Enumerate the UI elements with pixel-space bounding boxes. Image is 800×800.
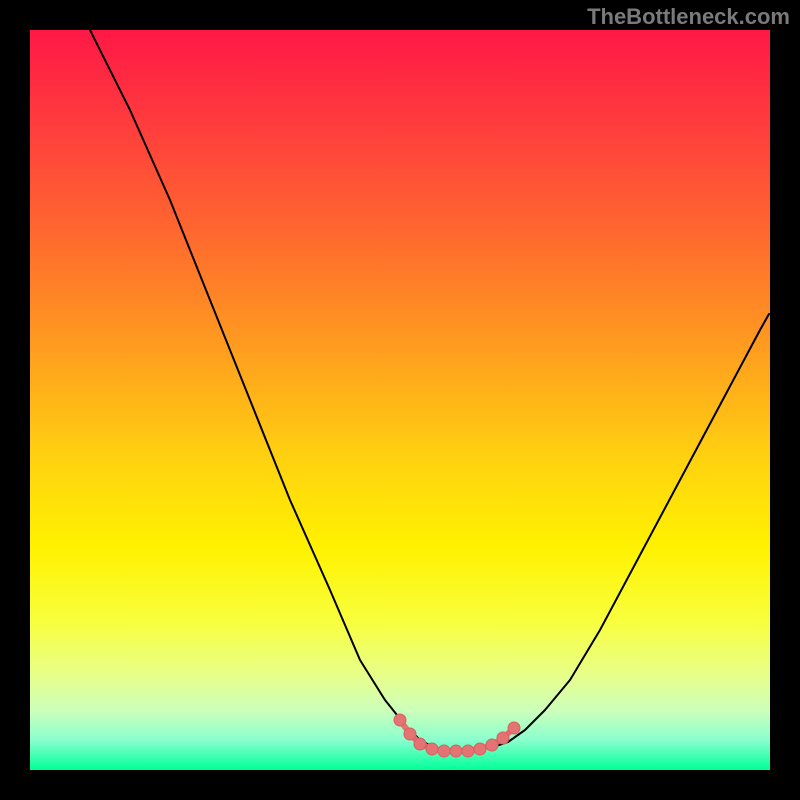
marker-dot <box>462 745 474 757</box>
marker-dot <box>450 745 462 757</box>
marker-dot <box>404 728 416 740</box>
marker-dot <box>394 714 406 726</box>
chart-container: TheBottleneck.com <box>0 0 800 800</box>
v-curve-line <box>90 30 769 751</box>
marker-dot <box>438 745 450 757</box>
marker-dot <box>474 743 486 755</box>
marker-dot <box>497 732 509 744</box>
watermark-label: TheBottleneck.com <box>587 4 790 30</box>
bottleneck-curve <box>0 0 800 800</box>
marker-dot <box>486 739 498 751</box>
marker-dot <box>426 743 438 755</box>
marker-dot <box>508 722 520 734</box>
marker-dot <box>414 738 426 750</box>
